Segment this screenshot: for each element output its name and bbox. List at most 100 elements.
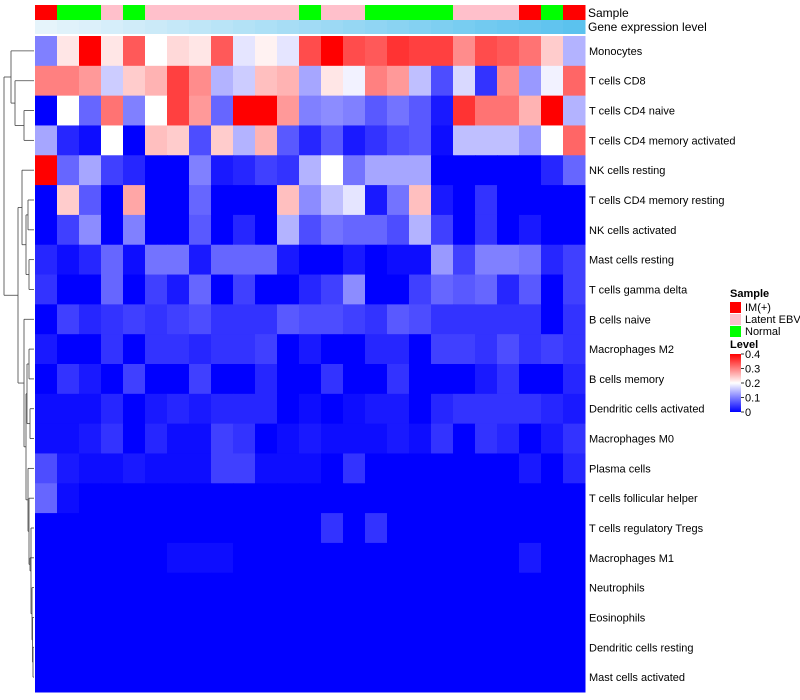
heatmap-cell bbox=[123, 662, 146, 693]
heatmap-cell bbox=[233, 453, 256, 484]
heatmap-cell bbox=[365, 244, 388, 276]
heatmap-cell bbox=[299, 453, 322, 484]
sample-cell bbox=[57, 5, 80, 20]
heatmap-cell bbox=[343, 572, 366, 604]
heatmap-cell bbox=[431, 125, 454, 156]
row-label: T cells CD4 memory resting bbox=[589, 195, 725, 207]
heatmap-cell bbox=[57, 36, 80, 67]
heatmap-cell bbox=[167, 483, 190, 514]
heatmap-cell bbox=[211, 274, 234, 305]
heatmap-cell bbox=[79, 95, 102, 126]
heatmap-cell bbox=[387, 662, 410, 693]
heatmap-cell bbox=[123, 483, 146, 514]
heatmap-cell bbox=[167, 214, 190, 246]
heatmap-cell bbox=[277, 542, 300, 574]
heatmap-cell bbox=[497, 572, 520, 604]
heatmap-cell bbox=[145, 65, 168, 97]
heatmap-cell bbox=[233, 304, 256, 335]
heatmap-cell bbox=[563, 364, 586, 395]
heatmap-cell bbox=[167, 602, 190, 633]
heatmap-cell bbox=[343, 304, 366, 335]
heatmap-cell bbox=[79, 274, 102, 305]
heatmap-cell bbox=[453, 125, 476, 156]
sample-cell bbox=[453, 5, 476, 20]
heatmap-cell bbox=[145, 453, 168, 484]
heatmap-cell bbox=[387, 95, 410, 126]
sample-cell bbox=[167, 5, 190, 20]
heatmap-cell bbox=[211, 244, 234, 276]
heatmap-cell bbox=[299, 662, 322, 693]
heatmap-cell bbox=[255, 95, 278, 126]
heatmap-cell bbox=[563, 632, 586, 663]
expression-cell bbox=[365, 20, 388, 34]
heatmap-cell bbox=[167, 513, 190, 544]
heatmap-cell bbox=[145, 155, 168, 186]
sample-cell bbox=[101, 5, 124, 20]
heatmap-cell bbox=[167, 334, 190, 365]
heatmap-cell bbox=[453, 155, 476, 186]
heatmap-cell bbox=[497, 602, 520, 633]
heatmap-cell bbox=[233, 364, 256, 395]
row-label: T cells CD4 memory activated bbox=[589, 135, 736, 147]
heatmap-cell bbox=[343, 125, 366, 156]
heatmap-cell bbox=[409, 513, 432, 544]
heatmap-cell bbox=[497, 36, 520, 67]
heatmap-cell bbox=[123, 155, 146, 186]
heatmap-cell bbox=[321, 36, 344, 67]
heatmap-cell bbox=[79, 364, 102, 395]
heatmap-cell bbox=[343, 423, 366, 454]
heatmap-cell bbox=[101, 185, 124, 216]
heatmap-cell bbox=[475, 125, 498, 156]
heatmap-cell bbox=[321, 155, 344, 186]
heatmap-cell bbox=[453, 274, 476, 305]
heatmap-cell bbox=[277, 274, 300, 305]
heatmap-cell bbox=[167, 572, 190, 604]
level-tick-label: 0.4 bbox=[745, 349, 760, 361]
heatmap-cell bbox=[211, 304, 234, 335]
heatmap-cell bbox=[233, 423, 256, 454]
heatmap-cell bbox=[35, 155, 58, 186]
heatmap-cell bbox=[431, 483, 454, 514]
heatmap-cell bbox=[541, 65, 564, 97]
heatmap-cell bbox=[497, 65, 520, 97]
heatmap-cell bbox=[409, 304, 432, 335]
heatmap-cell bbox=[343, 483, 366, 514]
heatmap-cell bbox=[563, 214, 586, 246]
heatmap-cell bbox=[387, 632, 410, 663]
heatmap-cell bbox=[387, 572, 410, 604]
heatmap-cell bbox=[35, 483, 58, 514]
heatmap-cell bbox=[409, 125, 432, 156]
heatmap-cell bbox=[57, 423, 80, 454]
heatmap-cell bbox=[563, 274, 586, 305]
heatmap-cell bbox=[387, 364, 410, 395]
heatmap-cell bbox=[365, 662, 388, 693]
heatmap-cell bbox=[409, 632, 432, 663]
heatmap-cell bbox=[299, 423, 322, 454]
heatmap-cell bbox=[211, 214, 234, 246]
level-legend-ticks: 0.4 0.3 0.2 0.1 0 bbox=[741, 349, 760, 419]
heatmap-cell bbox=[497, 662, 520, 693]
heatmap-cell bbox=[167, 304, 190, 335]
heatmap-cell bbox=[387, 125, 410, 156]
heatmap-cell bbox=[299, 36, 322, 67]
heatmap-cell bbox=[387, 393, 410, 425]
heatmap-cell bbox=[563, 244, 586, 276]
heatmap-cell bbox=[79, 632, 102, 663]
heatmap-cell bbox=[211, 125, 234, 156]
heatmap-cell bbox=[79, 214, 102, 246]
sample-cell bbox=[299, 5, 322, 20]
row-label: NK cells activated bbox=[589, 225, 676, 237]
heatmap-cell bbox=[365, 423, 388, 454]
expression-cell bbox=[519, 20, 542, 34]
heatmap-cell bbox=[519, 364, 542, 395]
heatmap-cell bbox=[123, 65, 146, 97]
heatmap-cell bbox=[101, 453, 124, 484]
heatmap-cell bbox=[57, 364, 80, 395]
heatmap-cell bbox=[211, 602, 234, 633]
heatmap-cell bbox=[321, 542, 344, 574]
heatmap-cell bbox=[497, 393, 520, 425]
heatmap-cell bbox=[277, 304, 300, 335]
heatmap-cell bbox=[79, 542, 102, 574]
heatmap-cell bbox=[189, 65, 212, 97]
heatmap-cell bbox=[233, 95, 256, 126]
